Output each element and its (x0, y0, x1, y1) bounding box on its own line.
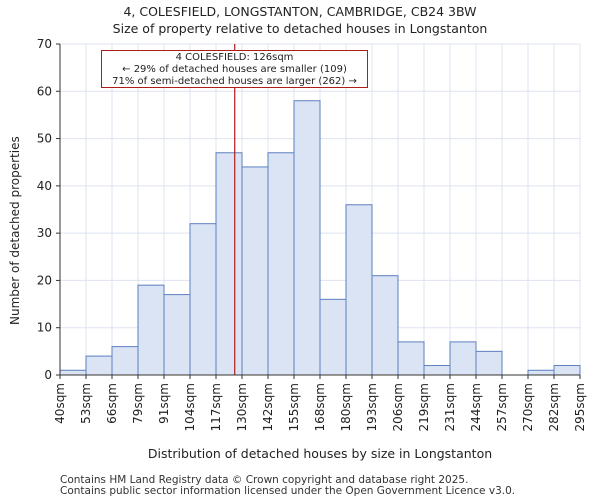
bar (345, 204, 373, 376)
x-tick-label: 219sqm (417, 383, 431, 431)
bar (293, 100, 321, 376)
y-axis-label: Number of detached properties (8, 136, 22, 325)
y-tick-label: 30 (37, 226, 52, 240)
bar (137, 284, 165, 376)
y-tick-label: 60 (37, 84, 52, 98)
x-tick-label: 66sqm (105, 383, 119, 424)
x-tick-label: 130sqm (235, 383, 249, 431)
x-tick-label: 79sqm (131, 383, 145, 424)
bar (371, 275, 399, 376)
marker-annotation: 4 COLESFIELD: 126sqm ← 29% of detached h… (101, 50, 368, 88)
x-tick-label: 142sqm (261, 383, 275, 431)
bar (319, 298, 347, 376)
x-tick-label: 168sqm (313, 383, 327, 431)
bar (189, 223, 217, 376)
bar (59, 369, 87, 376)
chart-title-line1: 4, COLESFIELD, LONGSTANTON, CAMBRIDGE, C… (123, 4, 477, 19)
bar (397, 341, 425, 376)
bar (475, 350, 503, 376)
x-axis-label: Distribution of detached houses by size … (147, 446, 493, 461)
footer-line2: Contains public sector information licen… (60, 485, 516, 497)
bar (267, 152, 295, 376)
y-tick-label: 0 (44, 368, 52, 382)
footer-line1: Contains HM Land Registry data © Crown c… (60, 474, 469, 486)
annotation-line2: ← 29% of detached houses are smaller (10… (122, 64, 347, 75)
annotation-line3: 71% of semi-detached houses are larger (… (112, 76, 357, 87)
x-tick-label: 295sqm (573, 383, 587, 431)
x-tick-label: 40sqm (53, 383, 67, 424)
x-tick-label: 282sqm (547, 383, 561, 431)
x-tick-label: 244sqm (469, 383, 483, 431)
bar (553, 365, 581, 376)
x-tick-label: 231sqm (443, 383, 457, 431)
x-tick-label: 270sqm (521, 383, 535, 431)
annotation-line1: 4 COLESFIELD: 126sqm (175, 52, 294, 63)
x-tick-label: 206sqm (391, 383, 405, 431)
bar (85, 355, 113, 376)
bar (527, 369, 555, 376)
y-tick-label: 20 (37, 273, 52, 287)
y-tick-label: 40 (37, 179, 52, 193)
bar (423, 365, 451, 376)
x-tick-label: 117sqm (209, 383, 223, 431)
bar (241, 166, 269, 376)
x-tick-label: 257sqm (495, 383, 509, 431)
x-tick-label: 180sqm (339, 383, 353, 431)
y-tick-label: 50 (37, 132, 52, 146)
x-tick-label: 193sqm (365, 383, 379, 431)
y-tick-label: 10 (37, 321, 52, 335)
x-tick-label: 155sqm (287, 383, 301, 431)
chart-title-line2: Size of property relative to detached ho… (112, 21, 488, 36)
x-tick-label: 91sqm (157, 383, 171, 424)
x-tick-label: 104sqm (183, 383, 197, 431)
bar (163, 294, 191, 376)
bar (215, 152, 243, 376)
y-tick-label: 70 (37, 37, 52, 51)
bar (449, 341, 477, 376)
bar (111, 346, 139, 376)
x-tick-label: 53sqm (79, 383, 93, 424)
